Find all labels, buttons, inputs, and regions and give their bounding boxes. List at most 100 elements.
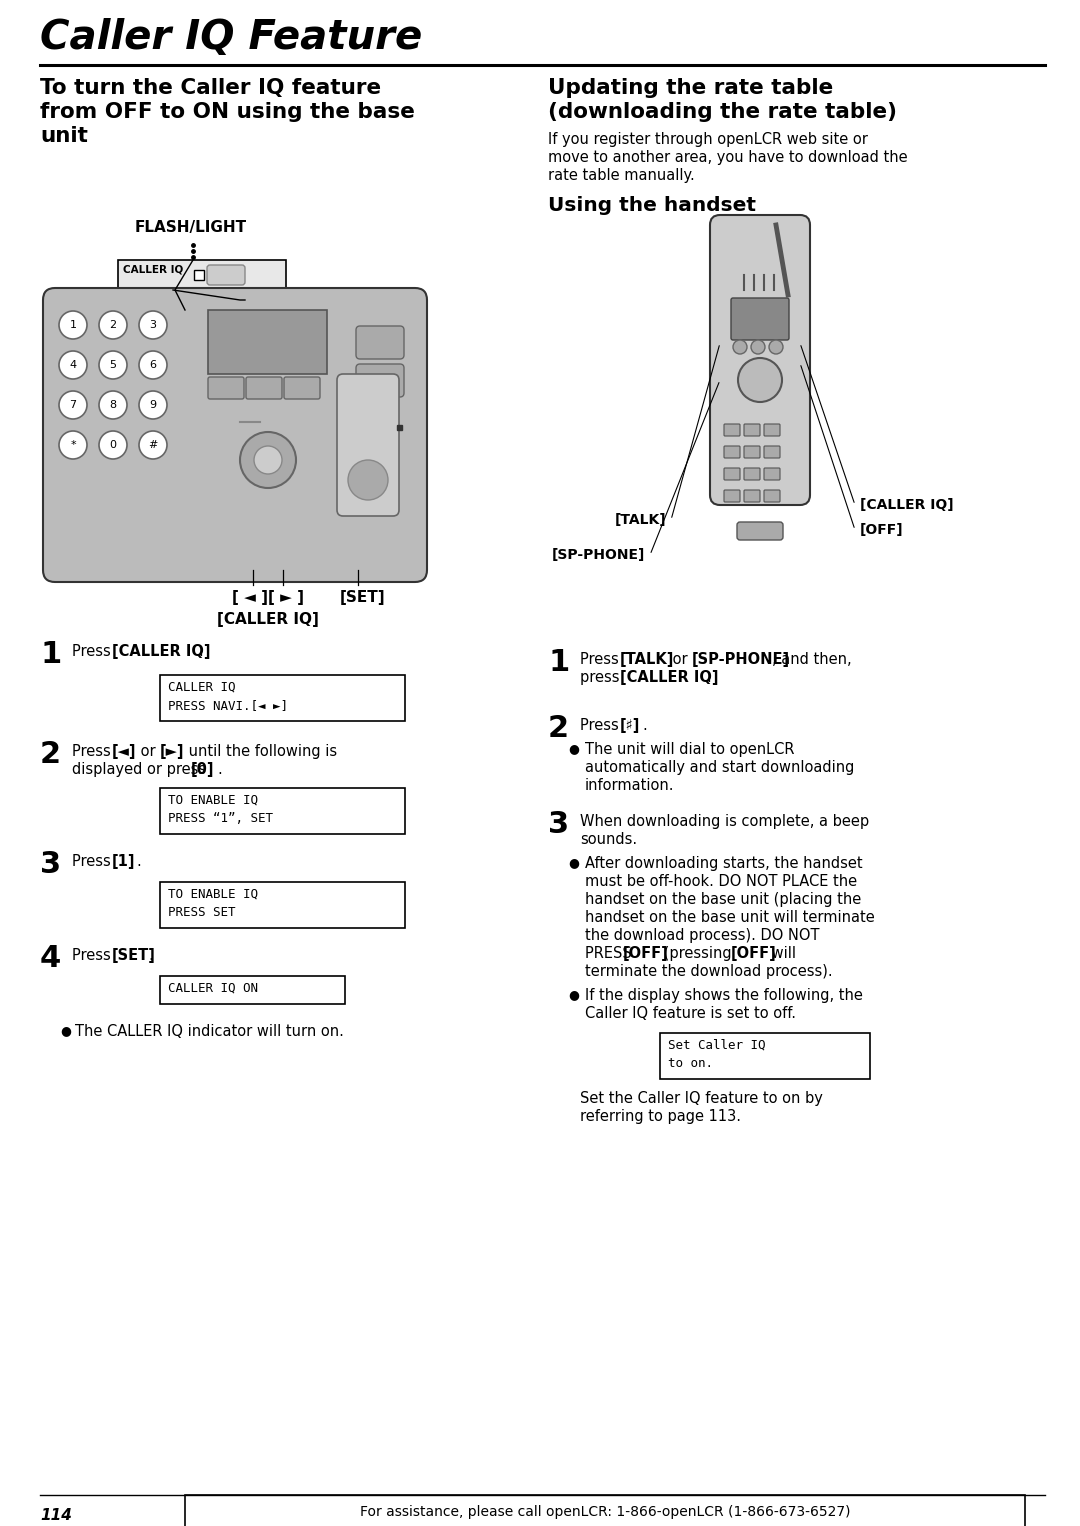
- Text: 0: 0: [109, 439, 117, 450]
- Bar: [660, 1033, 870, 1079]
- Text: [1]: [1]: [112, 855, 135, 868]
- FancyBboxPatch shape: [731, 298, 789, 340]
- Text: referring to page 113.: referring to page 113.: [580, 1109, 741, 1125]
- Text: .: .: [136, 855, 140, 868]
- Text: 4: 4: [40, 945, 62, 974]
- FancyBboxPatch shape: [246, 377, 282, 398]
- Text: 3: 3: [149, 320, 157, 330]
- FancyBboxPatch shape: [744, 468, 760, 481]
- Circle shape: [139, 430, 167, 459]
- Bar: [118, 259, 286, 290]
- Text: 2: 2: [548, 714, 569, 743]
- Text: PRESS “1”, SET: PRESS “1”, SET: [168, 812, 273, 826]
- FancyBboxPatch shape: [764, 490, 780, 502]
- Bar: [160, 674, 405, 720]
- Text: displayed or press: displayed or press: [72, 761, 211, 777]
- Text: automatically and start downloading: automatically and start downloading: [585, 760, 854, 775]
- Text: .: .: [642, 719, 647, 732]
- Text: 1: 1: [69, 320, 77, 330]
- Text: Press: Press: [72, 644, 116, 659]
- Text: CALLER IQ ON: CALLER IQ ON: [168, 983, 258, 995]
- Text: ●: ●: [60, 1024, 71, 1038]
- Text: until the following is: until the following is: [184, 745, 337, 758]
- Circle shape: [59, 391, 87, 420]
- Text: CALLER IQ: CALLER IQ: [123, 266, 184, 275]
- FancyBboxPatch shape: [764, 446, 780, 458]
- Text: Set Caller IQ: Set Caller IQ: [669, 1039, 766, 1051]
- Text: [CALLER IQ]: [CALLER IQ]: [217, 612, 319, 627]
- Text: [ ◄ ][ ► ]: [ ◄ ][ ► ]: [232, 591, 303, 604]
- Text: 3: 3: [548, 810, 569, 839]
- FancyBboxPatch shape: [744, 446, 760, 458]
- FancyBboxPatch shape: [724, 424, 740, 436]
- Circle shape: [738, 359, 782, 401]
- Text: handset on the base unit will terminate: handset on the base unit will terminate: [585, 909, 875, 925]
- Text: [TALK]: [TALK]: [620, 652, 674, 667]
- Text: , and then,: , and then,: [772, 652, 852, 667]
- Text: 2: 2: [109, 320, 117, 330]
- Text: must be off-hook. DO NOT PLACE the: must be off-hook. DO NOT PLACE the: [585, 874, 858, 890]
- Text: unit: unit: [40, 127, 87, 146]
- Text: [CALLER IQ]: [CALLER IQ]: [112, 644, 211, 659]
- Text: [OFF]: [OFF]: [731, 946, 777, 961]
- Text: PRESS SET: PRESS SET: [168, 906, 235, 919]
- Text: 2: 2: [40, 740, 62, 769]
- FancyBboxPatch shape: [356, 327, 404, 359]
- Text: Set the Caller IQ feature to on by: Set the Caller IQ feature to on by: [580, 1091, 823, 1106]
- Circle shape: [99, 391, 127, 420]
- Bar: [160, 977, 345, 1004]
- Text: *: *: [70, 439, 76, 450]
- Text: For assistance, please call openLCR: 1-866-openLCR (1-866-673-6527): For assistance, please call openLCR: 1-8…: [360, 1505, 850, 1518]
- Text: handset on the base unit (placing the: handset on the base unit (placing the: [585, 893, 861, 906]
- FancyBboxPatch shape: [764, 468, 780, 481]
- Text: Press: Press: [72, 855, 116, 868]
- Text: When downloading is complete, a beep: When downloading is complete, a beep: [580, 813, 869, 829]
- FancyBboxPatch shape: [337, 374, 399, 516]
- FancyBboxPatch shape: [744, 490, 760, 502]
- Text: 6: 6: [149, 360, 157, 369]
- Text: .: .: [148, 948, 152, 963]
- Circle shape: [139, 351, 167, 378]
- Text: terminate the download process).: terminate the download process).: [585, 964, 833, 980]
- Circle shape: [139, 311, 167, 339]
- Text: Press: Press: [580, 652, 623, 667]
- Text: Press: Press: [72, 745, 116, 758]
- Text: Using the handset: Using the handset: [548, 195, 756, 215]
- Text: 4: 4: [69, 360, 77, 369]
- Text: 9: 9: [149, 400, 157, 410]
- Circle shape: [139, 391, 167, 420]
- Circle shape: [59, 430, 87, 459]
- FancyBboxPatch shape: [764, 424, 780, 436]
- Text: After downloading starts, the handset: After downloading starts, the handset: [585, 856, 863, 871]
- Text: ●: ●: [568, 856, 579, 868]
- Text: ●: ●: [568, 742, 579, 755]
- Text: [OFF]: [OFF]: [623, 946, 669, 961]
- Text: To turn the Caller IQ feature: To turn the Caller IQ feature: [40, 78, 381, 98]
- Text: PRESS NAVI.[◄ ►]: PRESS NAVI.[◄ ►]: [168, 699, 288, 713]
- Text: 114: 114: [40, 1508, 72, 1523]
- Bar: [194, 270, 204, 279]
- Text: or: or: [669, 652, 692, 667]
- Text: move to another area, you have to download the: move to another area, you have to downlo…: [548, 150, 907, 165]
- Bar: [185, 1495, 1025, 1526]
- Circle shape: [99, 311, 127, 339]
- Text: [◄]: [◄]: [112, 745, 136, 758]
- Text: 7: 7: [69, 400, 77, 410]
- Text: 1: 1: [548, 649, 569, 678]
- Text: from OFF to ON using the base: from OFF to ON using the base: [40, 102, 415, 122]
- Text: [SP-PHONE]: [SP-PHONE]: [692, 652, 791, 667]
- Text: The CALLER IQ indicator will turn on.: The CALLER IQ indicator will turn on.: [75, 1024, 343, 1039]
- FancyBboxPatch shape: [744, 424, 760, 436]
- Text: press: press: [580, 670, 624, 685]
- Text: to on.: to on.: [669, 1058, 713, 1070]
- Circle shape: [99, 430, 127, 459]
- Text: .: .: [706, 670, 711, 685]
- Text: If the display shows the following, the: If the display shows the following, the: [585, 987, 863, 1003]
- FancyBboxPatch shape: [284, 377, 320, 398]
- Circle shape: [348, 459, 388, 501]
- Text: sounds.: sounds.: [580, 832, 637, 847]
- Circle shape: [254, 446, 282, 475]
- FancyBboxPatch shape: [724, 468, 740, 481]
- Bar: [160, 882, 405, 928]
- FancyBboxPatch shape: [208, 310, 327, 374]
